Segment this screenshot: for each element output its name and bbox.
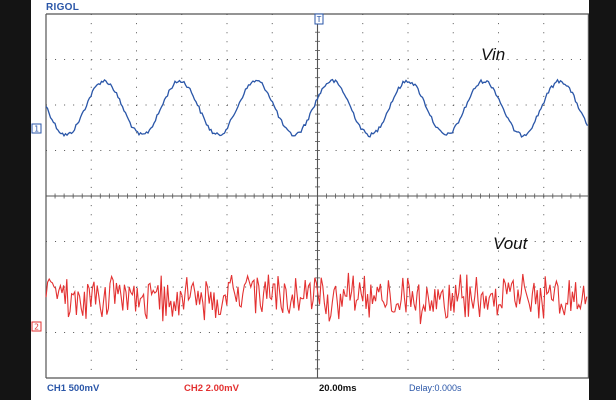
delay-readout[interactable]: Delay:0.000s [409,383,462,393]
svg-text:2: 2 [34,323,39,332]
vin-label: Vin [481,45,505,64]
graticule [45,13,589,379]
brand-logo: RIGOL [46,2,80,13]
svg-text:T: T [317,15,322,24]
vout-label: Vout [493,234,529,253]
status-bar: CH1 500mV CH2 2.00mV 20.00ms Delay:0.000… [31,378,589,400]
ch2-ground-marker[interactable]: 2 [31,321,42,332]
trigger-position-marker[interactable]: T [314,13,324,25]
ch1-trace [45,78,589,138]
ch1-scale[interactable]: CH1 500mV [47,383,100,394]
scope-screen: RIGOL T 1 2 Vin Vout CH1 500mV CH2 2.00m… [31,0,589,400]
waveform-display: T 1 2 Vin Vout [31,13,589,379]
ch2-trace [45,272,588,325]
ch1-ground-marker[interactable]: 1 [31,123,42,134]
ch2-scale[interactable]: CH2 2.00mV [184,383,239,394]
timebase-readout[interactable]: 20.00ms [319,383,357,394]
svg-text:1: 1 [34,125,39,134]
